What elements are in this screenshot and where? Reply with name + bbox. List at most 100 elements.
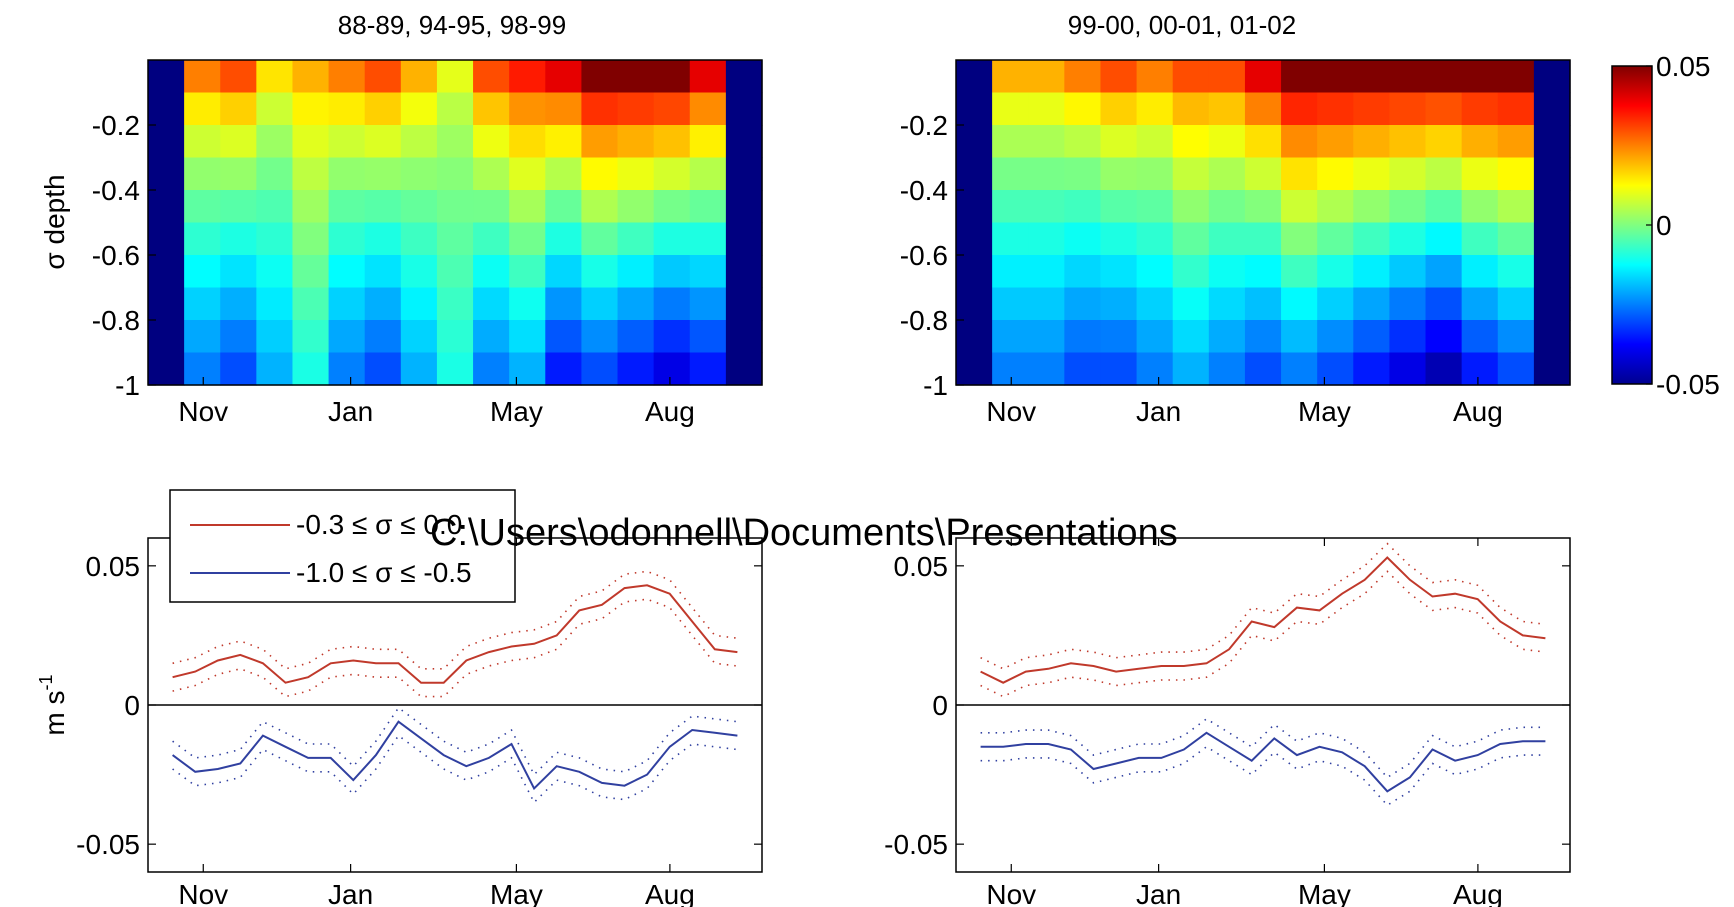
y-tick-label: -0.05	[884, 829, 948, 860]
heatmap-cell	[220, 222, 257, 256]
colorbar-gradient	[1611, 65, 1653, 385]
heatmap-cell	[1136, 157, 1174, 191]
heatmap-cell	[689, 60, 727, 94]
heatmap-cell	[148, 352, 185, 386]
heatmap-cell	[1172, 92, 1210, 126]
y-tick-label: -0.6	[92, 240, 140, 271]
heatmap-cell	[581, 320, 619, 354]
legend-label-upper: -0.3 ≤ σ ≤ 0.0	[296, 509, 462, 540]
heatmap-cell	[364, 287, 402, 321]
x-tick-label: Jan	[328, 879, 373, 907]
heatmap-cell	[1533, 287, 1571, 321]
heatmap-cell	[1281, 60, 1318, 94]
heatmap-cell	[617, 60, 655, 94]
heatmap-cell	[689, 125, 727, 159]
heatmap-cell	[1244, 125, 1282, 159]
heatmap-cell	[1461, 255, 1499, 289]
heatmap-cell	[1244, 255, 1282, 289]
heatmap-cell	[1461, 125, 1499, 159]
heatmap-cell	[617, 352, 655, 386]
heatmap-cell	[1317, 190, 1354, 224]
heatmap-cell	[1172, 255, 1210, 289]
heatmap-cell	[328, 125, 366, 159]
heatmap-cell	[1461, 320, 1499, 354]
heatmap-cell	[992, 60, 1029, 94]
heatmap-cell	[1497, 352, 1535, 386]
heatmap-cell	[328, 352, 366, 386]
series-line	[172, 720, 738, 791]
heatmap-cell	[689, 255, 727, 289]
heatmap-cell	[581, 60, 619, 94]
line-panel-left: 0.05 0 -0.05 Nov Jan May Aug m s-1 -0.3 ≤ σ ≤…	[36, 489, 763, 907]
heatmap-cell	[653, 352, 691, 386]
heatmap-cell	[1172, 157, 1210, 191]
heatmap-cell	[1533, 255, 1571, 289]
heatmap-cell	[545, 157, 583, 191]
heatmap-cell	[581, 352, 619, 386]
heatmap-cell	[1461, 352, 1499, 386]
heatmap-cell	[509, 125, 546, 159]
heatmap-cell	[1172, 287, 1210, 321]
heatmap-cell	[1389, 157, 1427, 191]
heatmap-cell	[1317, 222, 1354, 256]
heatmap-cell	[256, 320, 294, 354]
heatmap-cell	[1281, 255, 1318, 289]
heatmap-cell	[400, 125, 438, 159]
heatmap-cell	[1172, 352, 1210, 386]
heatmap-cell	[617, 190, 655, 224]
heatmap-cell	[1497, 320, 1535, 354]
heatmap-cell	[220, 320, 257, 354]
heatmap-cell	[1100, 60, 1138, 94]
heatmap-cell	[292, 157, 330, 191]
heatmap-cell	[292, 352, 330, 386]
heatmap-cell	[725, 320, 763, 354]
heatmap-cell	[1389, 190, 1427, 224]
heatmap-cell	[1064, 352, 1102, 386]
heatmap-cell	[617, 157, 655, 191]
heatmap-cell	[1028, 190, 1065, 224]
x-tick-label: Jan	[328, 396, 373, 427]
heatmap-cell	[617, 92, 655, 126]
confidence-band-lower	[172, 598, 738, 698]
heatmap-cell	[1208, 125, 1246, 159]
heatmap-cell	[1172, 60, 1210, 94]
heatmap-cell	[1533, 320, 1571, 354]
heatmap-cell	[1461, 92, 1499, 126]
heatmap-cell	[725, 190, 763, 224]
heatmap-cell	[184, 222, 221, 256]
heatmap-cell	[1461, 157, 1499, 191]
x-tick-label: Jan	[1136, 879, 1181, 907]
heatmap-cell	[1136, 190, 1174, 224]
heatmap-cell	[148, 60, 185, 94]
heatmap-cell	[581, 125, 619, 159]
heatmap-cell	[328, 157, 366, 191]
heatmap-cell	[581, 287, 619, 321]
heatmap-cell	[956, 255, 993, 289]
heatmap-cell	[1100, 92, 1138, 126]
heatmap-cell	[473, 157, 510, 191]
heatmap-cell	[1136, 255, 1174, 289]
heatmap-cell	[364, 320, 402, 354]
heatmap-cell	[1208, 92, 1246, 126]
heatmap-cell	[617, 125, 655, 159]
heatmap-cell	[653, 60, 691, 94]
heatmap-cell	[1353, 255, 1391, 289]
heatmap-cell	[1172, 125, 1210, 159]
heatmap-cell	[653, 157, 691, 191]
heatmap-cell	[436, 92, 474, 126]
heatmap-cell	[1281, 125, 1318, 159]
series-line	[172, 584, 738, 684]
heatmap-cell	[400, 287, 438, 321]
heatmap-cell	[184, 255, 221, 289]
heatmap-xticks-right: Nov Jan May Aug	[986, 377, 1503, 427]
heatmap-cell	[1244, 320, 1282, 354]
heatmap-cell	[1100, 222, 1138, 256]
y-tick-label: -0.8	[900, 305, 948, 336]
heatmap-cell	[992, 125, 1029, 159]
heatmap-cell	[473, 255, 510, 289]
heatmap-cell	[1533, 157, 1571, 191]
heatmap-cell	[1533, 190, 1571, 224]
heatmap-cell	[364, 190, 402, 224]
heatmap-cell	[220, 287, 257, 321]
heatmap-ylabel-left: σ depth	[39, 174, 70, 269]
